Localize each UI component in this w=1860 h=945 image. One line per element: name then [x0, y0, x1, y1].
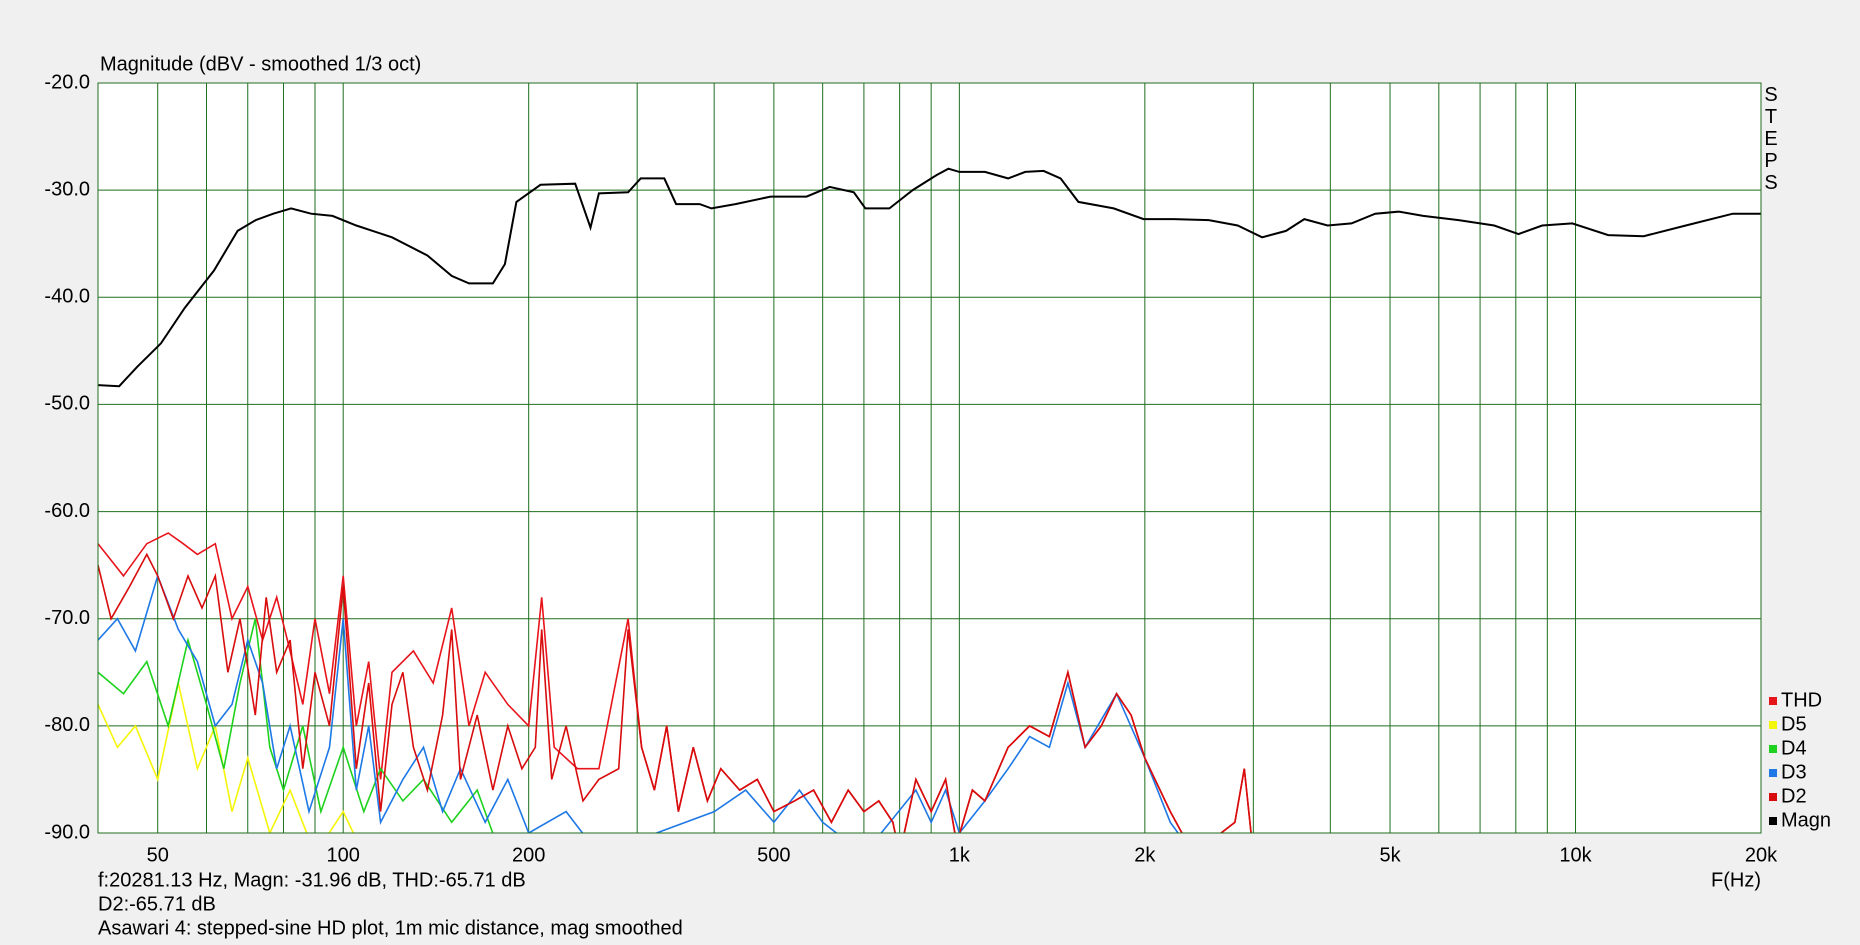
- x-tick-label: 1k: [949, 844, 971, 866]
- y-tick-label: -50.0: [44, 393, 90, 415]
- y-tick-label: -70.0: [44, 607, 90, 629]
- legend-swatch: [1769, 697, 1777, 705]
- x-tick-label: 100: [327, 844, 360, 866]
- right-label: STEPS: [1764, 84, 1778, 194]
- y-tick-label: -30.0: [44, 178, 90, 200]
- legend-swatch: [1769, 769, 1777, 777]
- series-group: [98, 167, 1761, 833]
- y-tick-label: -90.0: [44, 821, 90, 843]
- series-line: [98, 552, 1252, 833]
- x-tick-label: 20k: [1745, 844, 1778, 866]
- footer-line: Asawari 4: stepped-sine HD plot, 1m mic …: [98, 917, 683, 939]
- legend-swatch: [1769, 793, 1777, 801]
- y-tick-label: -40.0: [44, 286, 90, 308]
- plot-frame: [97, 82, 1762, 834]
- legend-swatch: [1769, 721, 1777, 729]
- x-tick-label: 200: [512, 844, 545, 866]
- legend-swatch: [1769, 745, 1777, 753]
- x-tick-label: 10k: [1559, 844, 1592, 866]
- series-line: [98, 573, 1180, 833]
- legend-label: D3: [1781, 761, 1807, 783]
- legend-swatch: [1769, 817, 1777, 825]
- footer-line: D2:-65.71 dB: [98, 893, 216, 915]
- plot-area: [98, 83, 1761, 833]
- x-tick-label: 500: [757, 844, 790, 866]
- x-tick-label: 50: [147, 844, 169, 866]
- x-axis-label: F(Hz): [1711, 869, 1761, 891]
- legend-label: D5: [1781, 713, 1807, 735]
- legend-label: Magn: [1781, 809, 1831, 831]
- legend-label: D2: [1781, 785, 1807, 807]
- legend-label: THD: [1781, 689, 1822, 711]
- grid: [98, 82, 1762, 834]
- x-tick-label: 2k: [1134, 844, 1156, 866]
- chart-title: Magnitude (dBV - smoothed 1/3 oct): [100, 53, 421, 75]
- legend-label: D4: [1781, 737, 1807, 759]
- series-line: [98, 167, 1761, 388]
- y-tick-label: -80.0: [44, 714, 90, 736]
- x-tick-label: 5k: [1379, 844, 1401, 866]
- series-line: [98, 618, 494, 833]
- y-tick-label: -60.0: [44, 500, 90, 522]
- y-tick-label: -20.0: [44, 71, 90, 93]
- footer-line: f:20281.13 Hz, Magn: -31.96 dB, THD:-65.…: [98, 869, 526, 891]
